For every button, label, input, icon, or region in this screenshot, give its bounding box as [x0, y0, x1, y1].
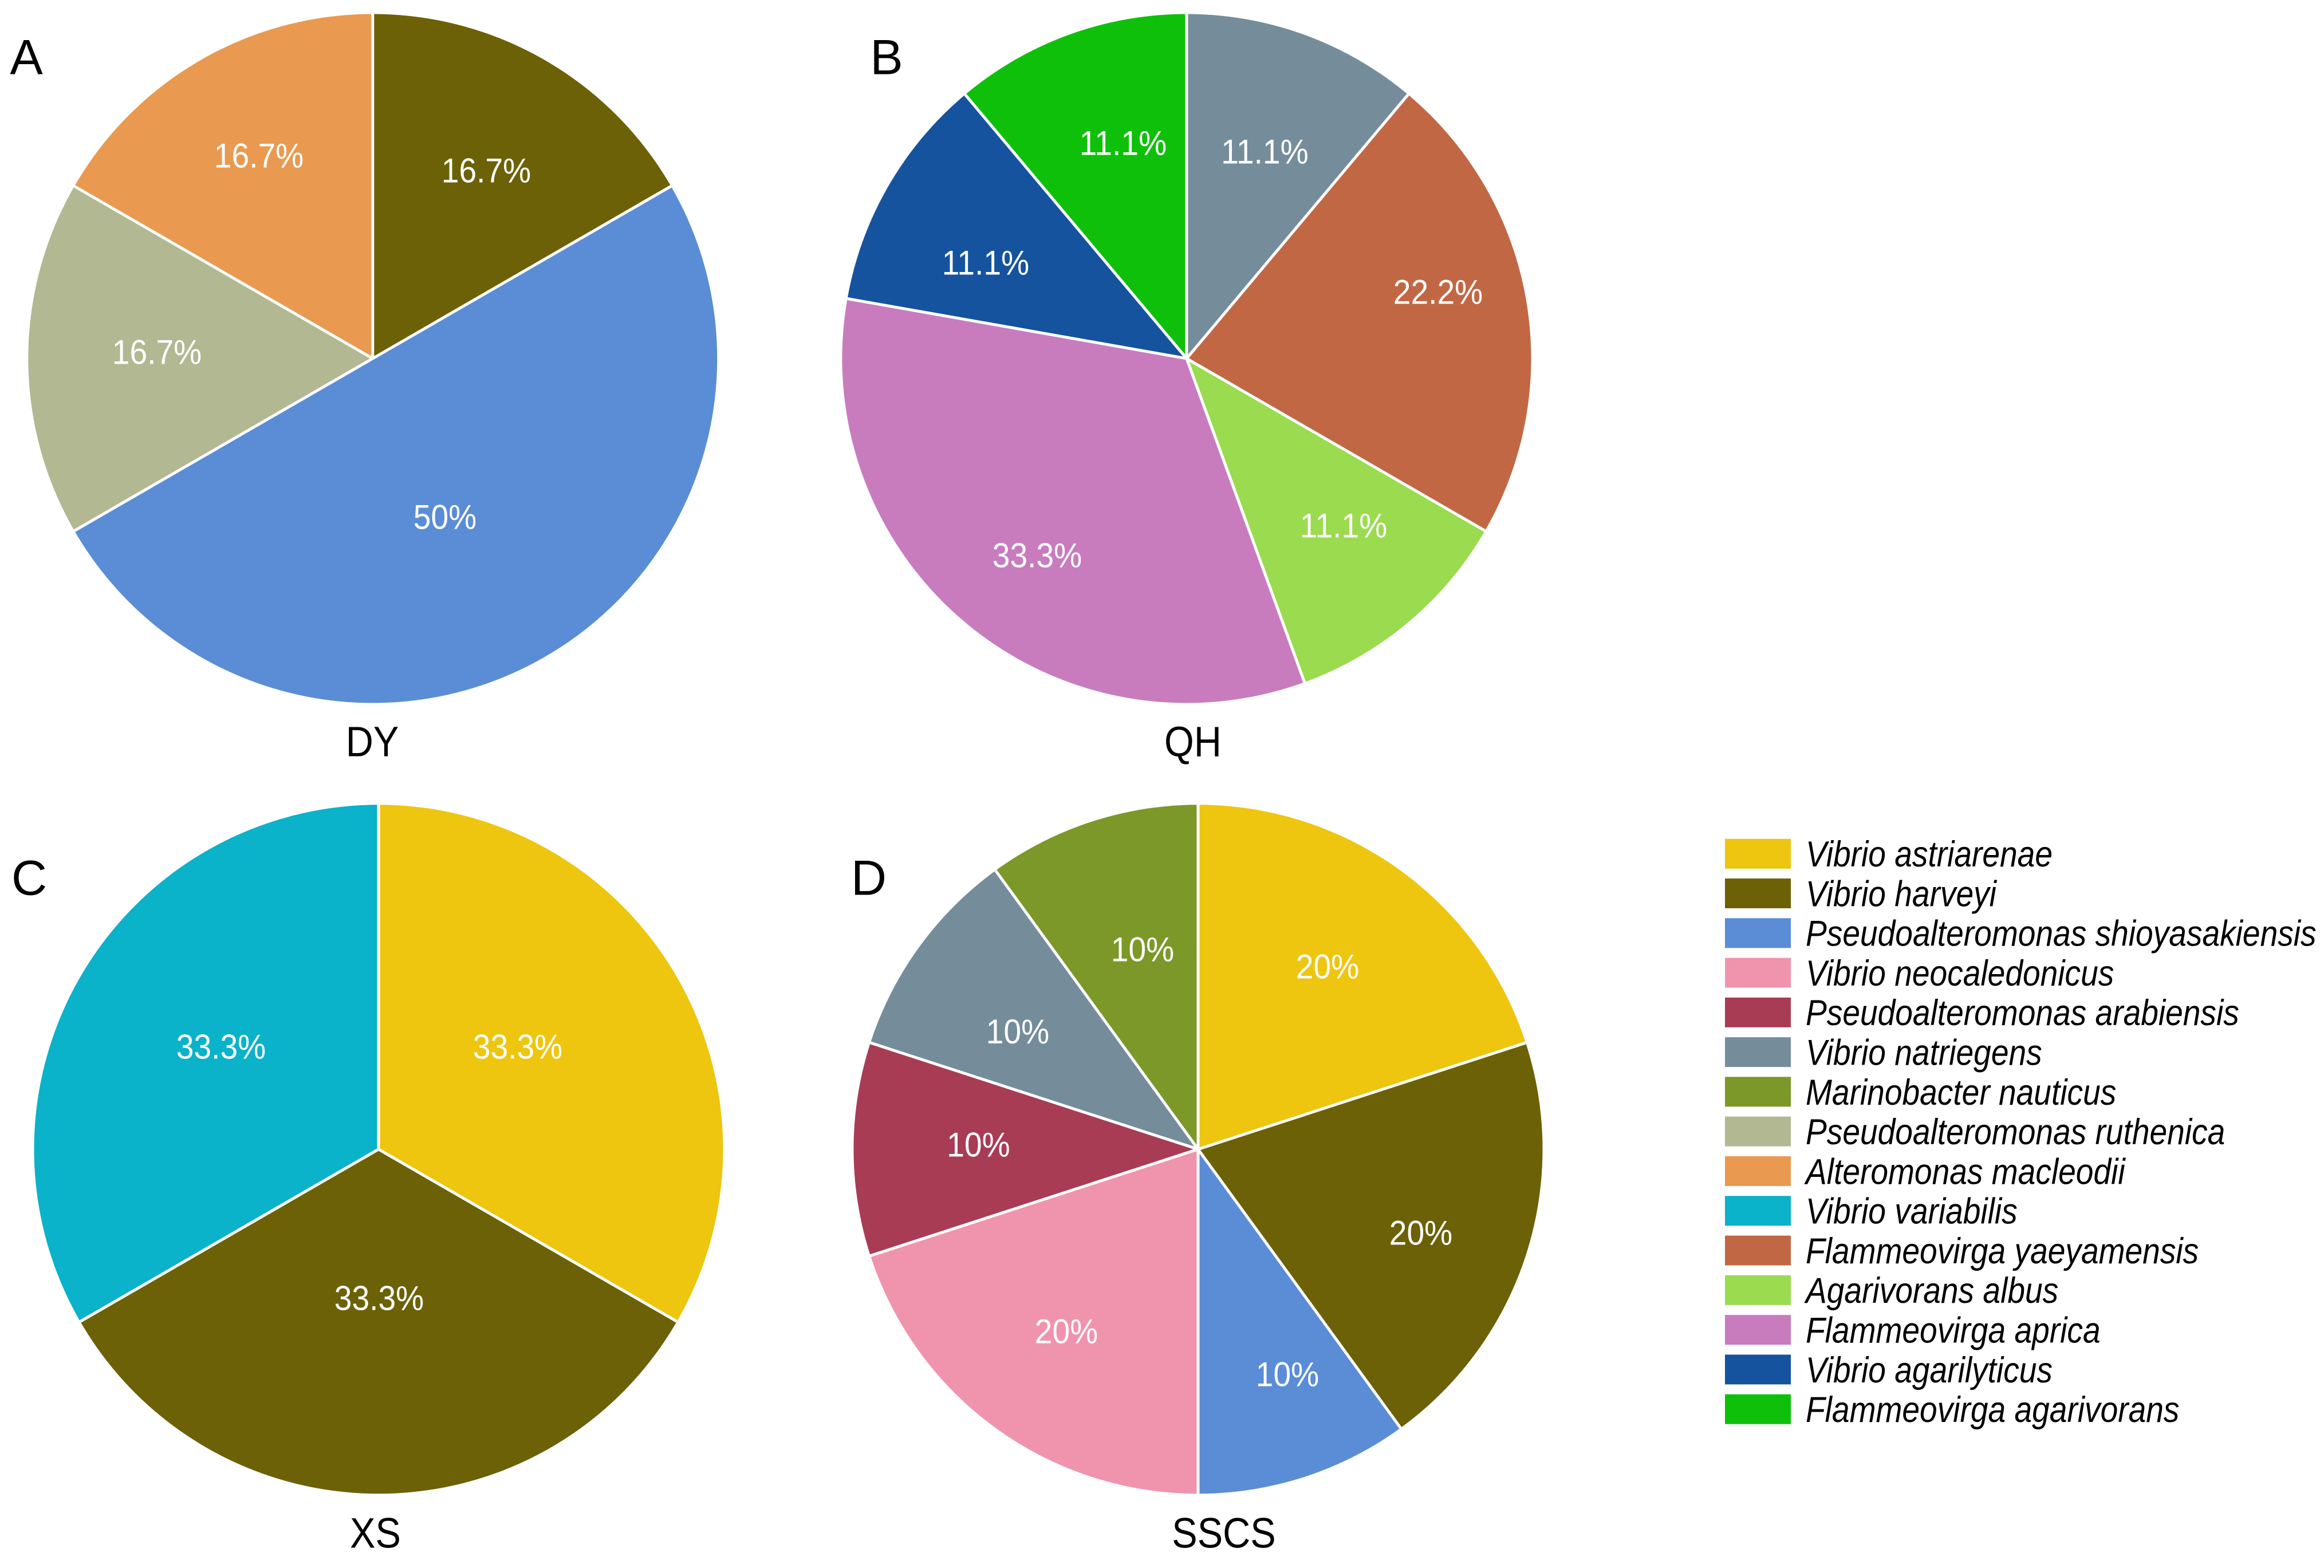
svg-text:D: D	[851, 851, 887, 906]
svg-text:10%: 10%	[986, 1012, 1050, 1051]
svg-text:DY: DY	[346, 718, 399, 765]
svg-text:11.1%: 11.1%	[1300, 506, 1387, 545]
svg-text:Flammeovirga aprica: Flammeovirga aprica	[1806, 1311, 2101, 1351]
svg-text:A: A	[10, 30, 43, 85]
svg-text:11.1%: 11.1%	[1221, 132, 1308, 171]
svg-text:33.3%: 33.3%	[473, 1027, 563, 1066]
svg-text:B: B	[870, 30, 903, 85]
svg-text:XS: XS	[350, 1509, 401, 1557]
svg-text:C: C	[11, 851, 47, 906]
svg-text:11.1%: 11.1%	[942, 243, 1029, 282]
svg-text:Pseudoalteromonas ruthenica: Pseudoalteromonas ruthenica	[1806, 1112, 2225, 1152]
svg-text:Pseudoalteromonas shioyasakien: Pseudoalteromonas shioyasakiensis	[1806, 914, 2317, 954]
svg-text:20%: 20%	[1035, 1312, 1098, 1350]
svg-text:22.2%: 22.2%	[1393, 273, 1483, 311]
svg-text:33.3%: 33.3%	[992, 536, 1082, 574]
svg-text:QH: QH	[1164, 718, 1222, 765]
svg-text:10%: 10%	[1256, 1355, 1319, 1393]
svg-text:Agarivorans albus: Agarivorans albus	[1804, 1271, 2059, 1311]
svg-text:Vibrio agarilyticus: Vibrio agarilyticus	[1806, 1350, 2053, 1390]
svg-text:16.7%: 16.7%	[214, 136, 304, 175]
svg-text:Alteromonas macleodii: Alteromonas macleodii	[1804, 1152, 2126, 1192]
svg-text:Vibrio astriarenae: Vibrio astriarenae	[1806, 834, 2053, 874]
svg-text:Vibrio natriegens: Vibrio natriegens	[1806, 1033, 2042, 1073]
svg-text:10%: 10%	[947, 1125, 1010, 1164]
svg-text:Marinobacter nauticus: Marinobacter nauticus	[1806, 1073, 2116, 1113]
svg-text:16.7%: 16.7%	[442, 151, 531, 190]
svg-text:33.3%: 33.3%	[334, 1279, 424, 1317]
svg-text:Vibrio variabilis: Vibrio variabilis	[1806, 1192, 2018, 1232]
svg-text:Flammeovirga yaeyamensis: Flammeovirga yaeyamensis	[1806, 1231, 2199, 1271]
svg-text:Vibrio neocaledonicus: Vibrio neocaledonicus	[1806, 954, 2114, 994]
svg-text:50%: 50%	[413, 498, 477, 536]
svg-text:SSCS: SSCS	[1172, 1509, 1275, 1557]
svg-text:Pseudoalteromonas arabiensis: Pseudoalteromonas arabiensis	[1806, 993, 2239, 1033]
svg-text:11.1%: 11.1%	[1080, 124, 1167, 162]
svg-text:16.7%: 16.7%	[112, 333, 202, 371]
svg-text:20%: 20%	[1296, 947, 1360, 986]
svg-text:20%: 20%	[1389, 1214, 1453, 1252]
svg-text:Vibrio harveyi: Vibrio harveyi	[1806, 874, 1998, 914]
svg-text:Flammeovirga agarivorans: Flammeovirga agarivorans	[1806, 1390, 2180, 1430]
svg-text:33.3%: 33.3%	[176, 1027, 266, 1066]
svg-text:10%: 10%	[1111, 930, 1175, 968]
